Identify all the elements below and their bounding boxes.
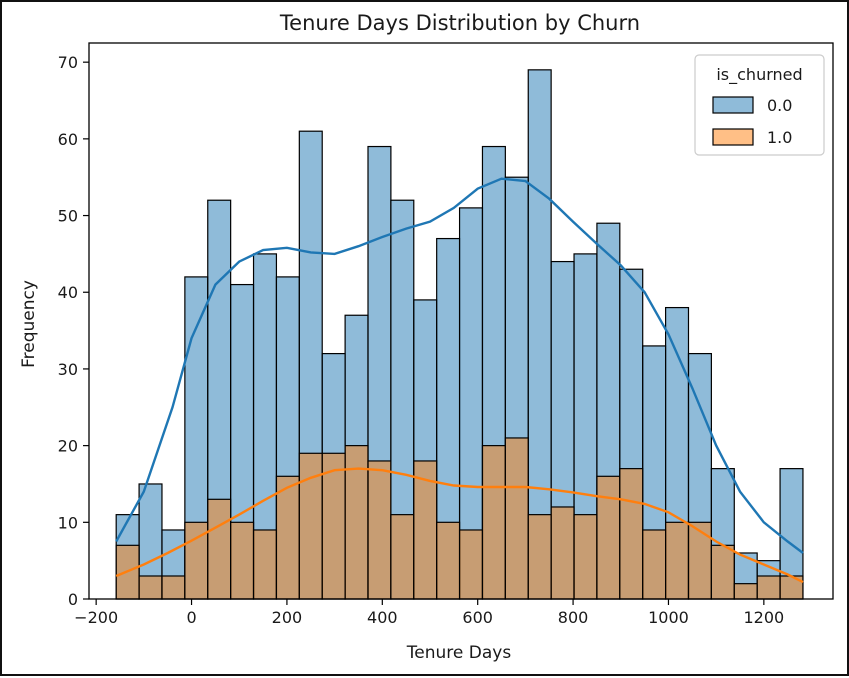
bar-1-25 (687, 521, 712, 600)
bar-1-6 (252, 529, 278, 600)
bar-1-23 (642, 529, 667, 600)
kde-line-0 (115, 177, 804, 554)
bar-1-1 (138, 575, 163, 600)
bar-1-2 (161, 575, 186, 600)
x-tick-label: −200 (74, 608, 118, 627)
legend-label-0: 0.0 (767, 96, 792, 115)
x-tick-label: 1000 (648, 608, 689, 627)
bar-1-20 (573, 514, 598, 600)
legend-swatch-0 (712, 96, 754, 114)
bar-1-17 (504, 437, 529, 600)
y-tick-label: 60 (58, 130, 78, 149)
legend-swatch-1 (712, 128, 754, 146)
x-tick-label: 600 (462, 608, 493, 627)
bar-1-28 (756, 575, 781, 600)
x-tick-label: 1200 (743, 608, 784, 627)
y-tick-label: 50 (58, 207, 78, 226)
bar-1-26 (710, 544, 735, 600)
legend-title: is_churned (716, 65, 802, 85)
bar-1-19 (550, 506, 575, 600)
x-tick-label: 800 (558, 608, 589, 627)
y-tick-label: 40 (58, 283, 78, 302)
axes-frame (88, 42, 834, 600)
x-tick-label: 400 (367, 608, 398, 627)
chart-title: Tenure Days Distribution by Churn (279, 11, 640, 35)
bar-1-11 (367, 460, 392, 600)
legend: is_churned 0.0 1.0 (694, 54, 825, 156)
bar-1-4 (207, 498, 232, 600)
y-axis-label: Frequency (19, 280, 39, 368)
x-tick-label: 0 (186, 608, 196, 627)
bar-1-18 (527, 514, 552, 600)
bar-1-7 (275, 475, 300, 600)
bar-1-5 (230, 521, 255, 600)
y-tick-label: 10 (58, 513, 78, 532)
y-tick-label: 20 (58, 437, 78, 456)
bar-1-21 (596, 475, 621, 600)
bar-1-14 (436, 521, 461, 600)
bar-1-9 (321, 452, 346, 600)
bar-1-22 (619, 468, 644, 600)
x-axis-label: Tenure Days (406, 643, 512, 663)
kde-line-1 (115, 467, 804, 584)
bar-1-12 (390, 514, 415, 600)
y-tick-label: 70 (58, 53, 78, 72)
legend-label-1: 1.0 (767, 128, 792, 147)
bar-1-27 (733, 583, 758, 600)
y-tick-label: 0 (68, 590, 78, 609)
x-tick-label: 200 (272, 608, 303, 627)
y-tick-label: 30 (58, 360, 78, 379)
bar-1-16 (481, 445, 506, 600)
bar-1-15 (458, 529, 484, 600)
bar-1-24 (664, 521, 690, 600)
